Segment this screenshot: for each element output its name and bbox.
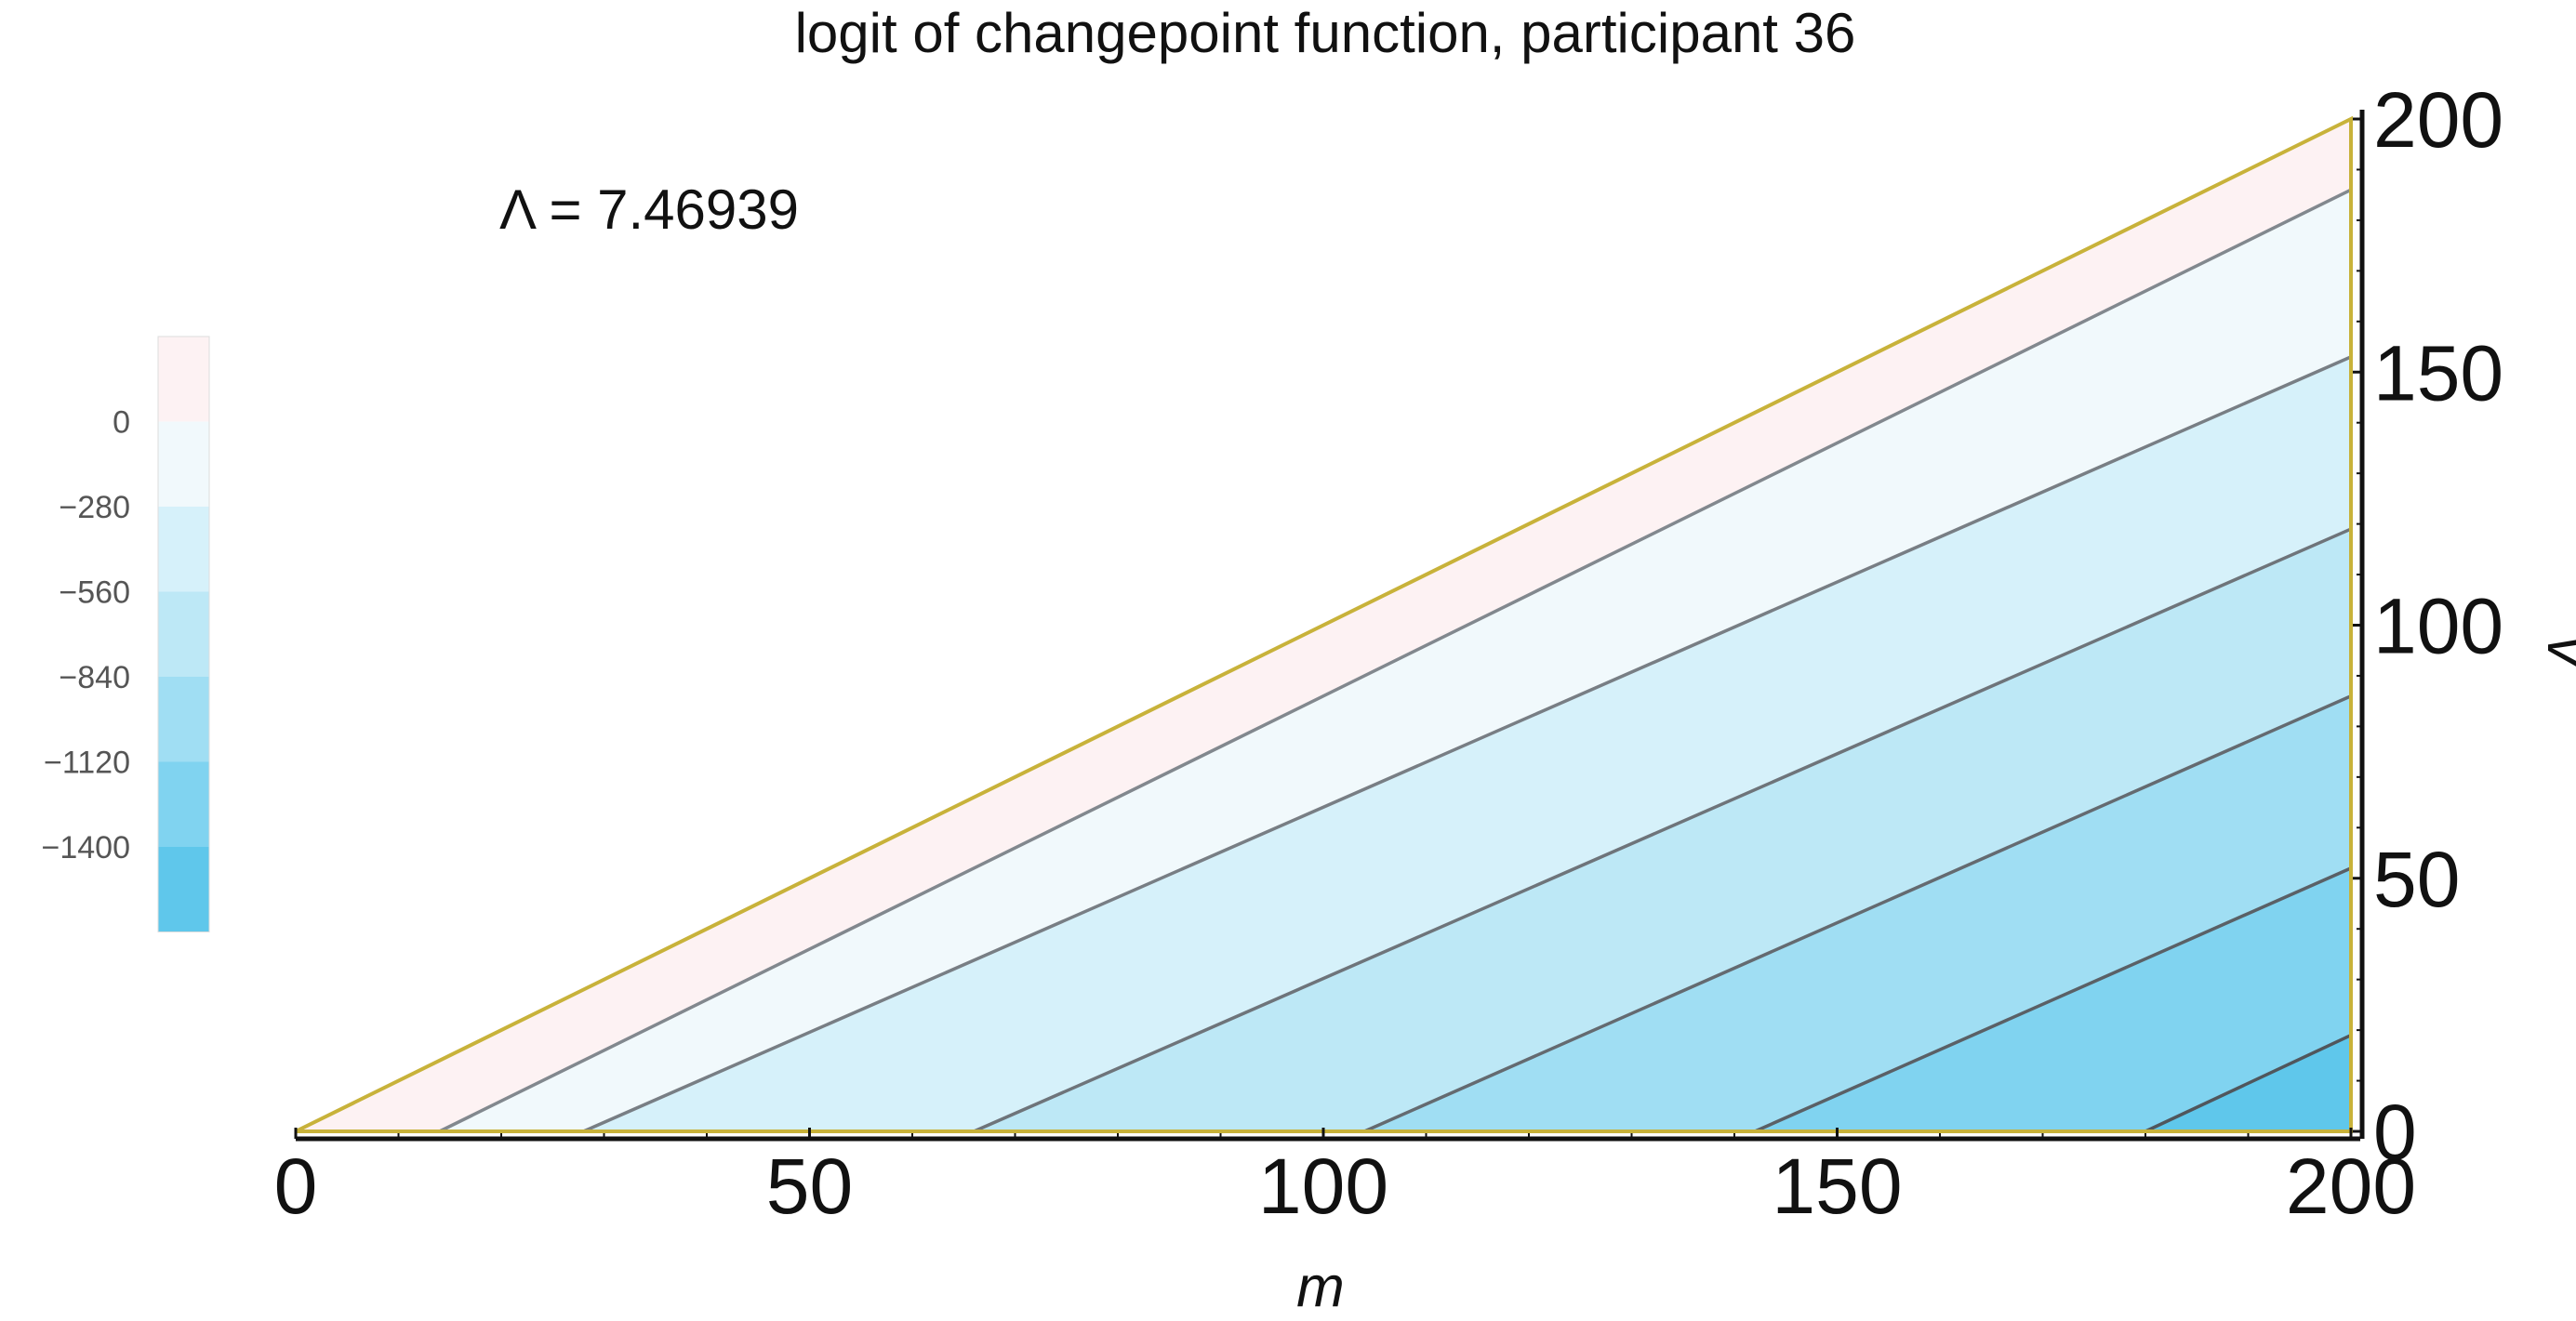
y-tick-label: 150 <box>2373 329 2503 416</box>
y-tick-label: 0 <box>2373 1089 2417 1176</box>
colorbar-tick-label: −280 <box>59 490 130 525</box>
chart-title: logit of changepoint function, participa… <box>795 2 1856 64</box>
colorbar-segment <box>158 761 209 848</box>
plot-area <box>295 115 2353 1133</box>
x-tick-label: 150 <box>1772 1143 1902 1230</box>
colorbar-tick-label: −1400 <box>42 830 131 865</box>
colorbar-tick-label: −560 <box>59 575 130 611</box>
contour-lines <box>438 188 2352 1133</box>
colorbar-segment <box>158 591 209 678</box>
colorbar-frame <box>157 336 210 932</box>
colorbar-segment <box>158 337 209 422</box>
contour-line <box>1754 866 2352 1133</box>
y-axis: 0 50 100 150 200 <box>2353 76 2503 1176</box>
colorbar-segment <box>158 421 209 508</box>
contour-line <box>582 355 2352 1133</box>
y-tick-label: 200 <box>2373 76 2503 164</box>
y-axis-label: v <box>2535 637 2576 668</box>
x-tick-label: 0 <box>274 1143 318 1230</box>
colorbar-tick-label: −1120 <box>44 746 130 781</box>
x-tick-label: 200 <box>2286 1143 2416 1230</box>
colorbar-segment <box>158 677 209 762</box>
x-axis: 0 50 100 150 200 <box>274 1128 2416 1230</box>
x-tick-label: 50 <box>766 1143 853 1230</box>
colorbar-tick-label: 0 <box>113 405 130 441</box>
lambda-annotation: Λ = 7.46939 <box>499 178 799 241</box>
contour-line <box>2144 1033 2352 1133</box>
x-tick-label: 100 <box>1258 1143 1388 1230</box>
y-tick-label: 50 <box>2373 836 2460 923</box>
colorbar-tick-label: −840 <box>59 660 130 695</box>
colorbar: 0 −280 −560 −840 −1120 −1400 <box>42 336 210 932</box>
y-tick-label: 100 <box>2373 583 2503 670</box>
x-axis-label: m <box>1296 1255 1345 1319</box>
contour-line <box>438 188 2352 1133</box>
colorbar-segment <box>158 507 209 592</box>
colorbar-segment <box>158 847 209 932</box>
contour-line <box>1363 694 2352 1133</box>
contour-line <box>973 527 2352 1133</box>
